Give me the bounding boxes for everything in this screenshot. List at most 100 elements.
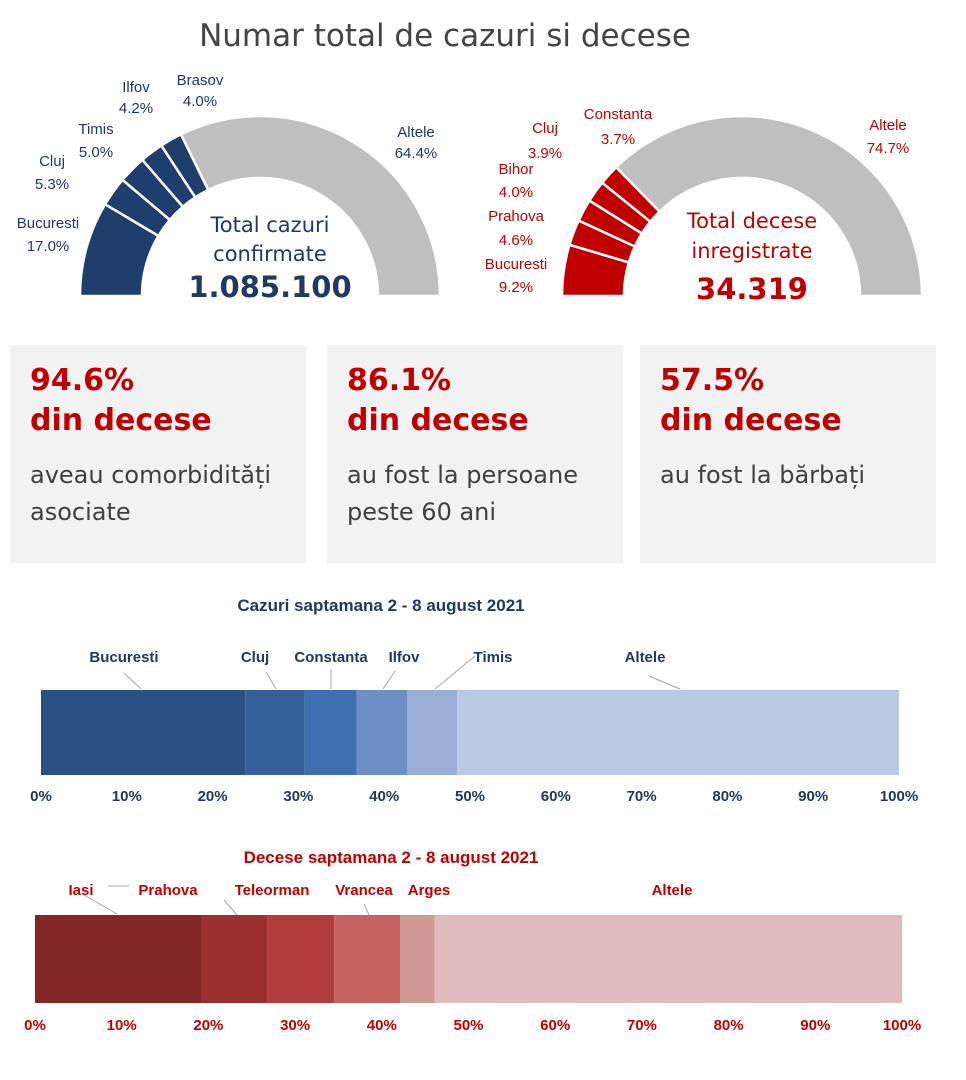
- slice-label-name: Brasov: [177, 72, 224, 89]
- cases-stacked-bar-chart: Cazuri saptamana 2 - 8 august 2021 Bucure…: [30, 596, 918, 805]
- stat-box-men: 57.5% din decese au fost la bărbați: [640, 345, 936, 563]
- donut-total: 34.319: [696, 272, 808, 306]
- leader-line: [382, 670, 396, 690]
- bar-segment-cluj: [245, 690, 305, 775]
- bar-segment-ilfov: [356, 690, 408, 775]
- x-tick-label: 90%: [800, 1017, 830, 1034]
- x-tick-label: 40%: [367, 1017, 397, 1034]
- stat-subtitle: din decese: [347, 403, 529, 438]
- slice-label-value: 9.2%: [499, 279, 533, 296]
- x-tick-label: 10%: [107, 1017, 137, 1034]
- donut-total: 1.085.100: [188, 270, 351, 304]
- leader-line: [648, 675, 681, 690]
- slice-label-name: Cluj: [39, 153, 65, 170]
- slice-label-name: Prahova: [488, 208, 545, 225]
- x-tick-label: 0%: [24, 1017, 46, 1034]
- x-tick-label: 0%: [30, 788, 52, 805]
- stat-percent: 57.5%: [660, 363, 765, 398]
- slice-label-name: Bihor: [498, 161, 533, 178]
- bar-chart-title: Decese saptamana 2 - 8 august 2021: [244, 848, 539, 867]
- donut-center-label: Total decese: [686, 209, 817, 233]
- slice-label-name: Timis: [78, 121, 113, 138]
- bar-segment-label: Ilfov: [389, 649, 420, 666]
- x-tick-label: 50%: [453, 1017, 483, 1034]
- slice-label-value: 74.7%: [867, 140, 910, 157]
- x-tick-label: 20%: [198, 788, 228, 805]
- x-tick-label: 60%: [540, 1017, 570, 1034]
- bar-segment-constanta: [304, 690, 357, 775]
- deaths-half-donut: Bucuresti 9.2% Prahova 4.6% Bihor 4.0% Cluj 3.9…: [485, 106, 924, 306]
- stat-subtitle: din decese: [660, 403, 842, 438]
- slice-label-name: Bucuresti: [17, 215, 80, 232]
- stat-description: au fost la persoane peste 60 ani: [347, 461, 578, 526]
- slice-label-value: 4.0%: [499, 184, 533, 201]
- leader-line: [434, 655, 476, 690]
- slice-label-value: 5.3%: [35, 176, 69, 193]
- stat-subtitle: din decese: [30, 403, 212, 438]
- leader-line: [265, 671, 277, 690]
- bar-segment-label: Bucuresti: [89, 649, 158, 666]
- slice-label-value: 4.0%: [183, 93, 217, 110]
- bar-segment-label: Altele: [625, 649, 666, 666]
- slice-label-name: Altele: [869, 117, 907, 134]
- bar-segment-teleorman: [267, 915, 335, 1003]
- stat-percent: 86.1%: [347, 363, 452, 398]
- slice-label-value: 17.0%: [27, 238, 70, 255]
- bar-segment-arges: [400, 915, 435, 1003]
- stat-description: au fost la bărbați: [660, 461, 866, 489]
- donut-center-label: confirmate: [213, 242, 327, 266]
- x-tick-label: 10%: [112, 788, 142, 805]
- x-tick-label: 20%: [193, 1017, 223, 1034]
- slice-label-name: Cluj: [532, 120, 558, 137]
- main-title: Numar total de cazuri si decese: [199, 18, 691, 54]
- donut-slice-altele: [614, 114, 924, 298]
- slice-label-name: Ilfov: [122, 79, 150, 96]
- cases-half-donut: Bucuresti 17.0% Cluj 5.3% Timis 5.0% Ilfov 4.2%…: [17, 72, 442, 304]
- leader-line: [83, 894, 118, 915]
- bar-segment-altele: [457, 690, 899, 775]
- leader-line: [123, 672, 142, 690]
- slice-label-value: 5.0%: [79, 144, 113, 161]
- x-tick-label: 80%: [712, 788, 742, 805]
- bar-segment-label: Arges: [408, 882, 451, 899]
- leader-line: [223, 899, 238, 916]
- bar-segment-label: Iasi: [68, 882, 93, 899]
- bar-segment-label: Teleorman: [235, 882, 310, 899]
- slice-label-name: Constanta: [584, 106, 653, 123]
- x-tick-label: 30%: [283, 788, 313, 805]
- x-tick-label: 30%: [280, 1017, 310, 1034]
- x-tick-label: 50%: [455, 788, 485, 805]
- bar-segment-bucuresti: [41, 690, 246, 775]
- bar-segment-label: Timis: [474, 649, 513, 666]
- bar-segment-label: Altele: [652, 882, 693, 899]
- x-tick-label: 90%: [798, 788, 828, 805]
- x-tick-label: 80%: [714, 1017, 744, 1034]
- bar-segment-timis: [407, 690, 458, 775]
- slice-label-value: 3.9%: [528, 145, 562, 162]
- x-tick-label: 70%: [627, 1017, 657, 1034]
- bar-segment-iasi: [35, 915, 202, 1003]
- donut-slice-altele: [179, 114, 442, 298]
- slice-label-value: 4.2%: [119, 100, 153, 117]
- bar-chart-title: Cazuri saptamana 2 - 8 august 2021: [237, 596, 524, 615]
- bar-segment-label: Prahova: [138, 882, 198, 899]
- bar-segment-altele: [434, 915, 902, 1003]
- deaths-stacked-bar-chart: Decese saptamana 2 - 8 august 2021 Iasi Pr…: [24, 848, 921, 1034]
- x-tick-label: 100%: [883, 1017, 921, 1034]
- slice-label-value: 64.4%: [395, 145, 438, 162]
- bar-segment-label: Cluj: [241, 649, 269, 666]
- bar-segment-prahova: [201, 915, 268, 1003]
- slice-label-value: 3.7%: [601, 131, 635, 148]
- x-tick-label: 60%: [541, 788, 571, 805]
- x-tick-label: 70%: [627, 788, 657, 805]
- slice-label-value: 4.6%: [499, 232, 533, 249]
- stat-box-over-60: 86.1% din decese au fost la persoane pes…: [327, 345, 623, 563]
- bar-segment-label: Vrancea: [335, 882, 393, 899]
- slice-label-name: Bucuresti: [485, 256, 548, 273]
- donut-center-label: inregistrate: [691, 239, 812, 263]
- x-tick-label: 100%: [880, 788, 918, 805]
- leader-line: [363, 903, 370, 916]
- donut-center-label: Total cazuri: [210, 213, 330, 237]
- stat-description: aveau comorbidități asociate: [30, 461, 272, 526]
